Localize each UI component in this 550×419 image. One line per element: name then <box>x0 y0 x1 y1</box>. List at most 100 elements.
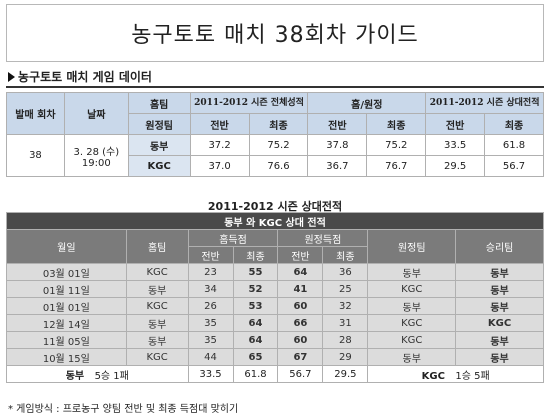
summary-team-a-record: 5승 1패 <box>94 370 129 382</box>
summary-row: 동부 5승 1패 33.5 61.8 56.7 29.5 KGC 1승 5패 <box>6 365 544 383</box>
home-final-cell: 55 <box>232 263 279 281</box>
home-first-cell: 35 <box>187 314 234 332</box>
homeaway-first-cell: 37.8 <box>307 134 368 156</box>
away-first-cell: 67 <box>277 348 324 366</box>
table-row: 11월 05일 동부 35 64 60 28 KGC 동부 <box>6 331 544 349</box>
page-title: 농구토토 매치 38회차 가이드 <box>131 23 419 48</box>
team-cell: 동부 <box>127 134 191 156</box>
away-first-cell: 66 <box>277 314 324 332</box>
triangle-bullet-icon <box>8 72 15 82</box>
date-cell: 01월 01일 <box>6 297 127 315</box>
summary-team-a: 동부 5승 1패 <box>6 365 189 383</box>
header-season-record: 2011-2012 시즌 전체성적 <box>189 92 309 114</box>
homeaway-final-cell: 75.2 <box>366 134 427 156</box>
home-final-cell: 53 <box>232 297 279 315</box>
winner-cell: 동부 <box>455 263 544 281</box>
date-cell: 11월 05일 <box>6 331 127 349</box>
summary-team-b: KGC 1승 5패 <box>367 365 544 383</box>
summary-avg-away-first: 56.7 <box>277 365 324 383</box>
away-team-cell: 동부 <box>367 348 457 366</box>
table-row: 10월 15일 KGC 44 65 67 29 동부 동부 <box>6 348 544 366</box>
away-team-cell: 동부 <box>367 263 457 281</box>
winner-cell: 동부 <box>455 280 544 298</box>
homeaway-first-cell: 36.7 <box>307 155 368 177</box>
summary-team-b-name: KGC <box>421 370 445 382</box>
header-final: 최종 <box>366 113 427 135</box>
home-team-cell: KGC <box>125 297 189 315</box>
season-first-cell: 37.2 <box>189 134 250 156</box>
table-row: 03월 01일 KGC 23 55 64 36 동부 동부 <box>6 263 544 281</box>
header-home-score: 홈득점 <box>187 229 279 247</box>
header-away-score: 원정득점 <box>277 229 369 247</box>
header-h2h-record: 2011-2012 시즌 상대전적 <box>425 92 544 114</box>
away-first-cell: 60 <box>277 331 324 349</box>
winner-cell: 동부 <box>455 297 544 315</box>
home-first-cell: 35 <box>187 331 234 349</box>
header-home-away: 홈/원정 <box>307 92 427 114</box>
home-first-cell: 44 <box>187 348 234 366</box>
winner-cell: KGC <box>455 314 544 332</box>
summary-avg-away-final: 29.5 <box>322 365 369 383</box>
header-first-half: 전반 <box>277 246 324 264</box>
home-final-cell: 64 <box>232 331 279 349</box>
away-team-cell: 동부 <box>367 297 457 315</box>
header-first-half: 전반 <box>187 246 234 264</box>
team-cell: KGC <box>127 155 191 177</box>
away-final-cell: 25 <box>322 280 369 298</box>
season-final-cell: 76.6 <box>248 155 309 177</box>
summary-team-b-record: 1승 5패 <box>455 370 490 382</box>
section-label: 농구토토 매치 게임 데이터 <box>18 70 152 84</box>
away-team-cell: KGC <box>367 280 457 298</box>
header-first-half: 전반 <box>189 113 250 135</box>
homeaway-final-cell: 76.7 <box>366 155 427 177</box>
table-row: 01월 01일 KGC 26 53 60 32 동부 동부 <box>6 297 544 315</box>
away-first-cell: 64 <box>277 263 324 281</box>
summary-avg-home-final: 61.8 <box>232 365 279 383</box>
away-first-cell: 60 <box>277 297 324 315</box>
date-cell: 01월 11일 <box>6 280 127 298</box>
away-final-cell: 28 <box>322 331 369 349</box>
away-team-cell: KGC <box>367 331 457 349</box>
date-cell: 12월 14일 <box>6 314 127 332</box>
season-first-cell: 37.0 <box>189 155 250 177</box>
summary-avg-home-first: 33.5 <box>187 365 234 383</box>
table-row: 01월 11일 동부 34 52 41 25 KGC 동부 <box>6 280 544 298</box>
header-home-team: 홈팀 <box>127 92 191 114</box>
season-final-cell: 75.2 <box>248 134 309 156</box>
header-first-half: 전반 <box>307 113 368 135</box>
home-team-cell: KGC <box>125 263 189 281</box>
away-final-cell: 29 <box>322 348 369 366</box>
home-first-cell: 34 <box>187 280 234 298</box>
date-cell: 03월 01일 <box>6 263 127 281</box>
header-date: 월일 <box>6 229 127 264</box>
away-final-cell: 31 <box>322 314 369 332</box>
header-date: 날짜 <box>63 92 129 135</box>
game-method-note: * 게임방식 : 프로농구 양팀 전반 및 최종 득점대 맞히기 <box>8 404 239 415</box>
home-team-cell: 동부 <box>125 280 189 298</box>
time-value: 19:00 <box>81 157 111 169</box>
h2h-banner: 동부 와 KGC 상대 전적 <box>6 212 544 230</box>
table-row: 12월 14일 동부 35 64 66 31 KGC KGC <box>6 314 544 332</box>
header-first-half: 전반 <box>425 113 486 135</box>
home-final-cell: 52 <box>232 280 279 298</box>
home-final-cell: 65 <box>232 348 279 366</box>
page-title-box: 농구토토 매치 38회차 가이드 <box>6 4 544 62</box>
h2h-subtitle: 2011-2012 시즌 상대전적 <box>207 200 343 213</box>
header-final: 최종 <box>232 246 279 264</box>
home-final-cell: 64 <box>232 314 279 332</box>
header-home-team: 홈팀 <box>125 229 189 264</box>
away-first-cell: 41 <box>277 280 324 298</box>
date-cell: 10월 15일 <box>6 348 127 366</box>
header-round: 발매 회차 <box>6 92 65 135</box>
home-team-cell: KGC <box>125 348 189 366</box>
header-final: 최종 <box>322 246 369 264</box>
header-final: 최종 <box>248 113 309 135</box>
winner-cell: 동부 <box>455 331 544 349</box>
away-team-cell: KGC <box>367 314 457 332</box>
date-value: 3. 28 (수) <box>73 146 120 158</box>
header-away-team: 원정팀 <box>127 113 191 135</box>
h2h-table: 동부 와 KGC 상대 전적 월일 홈팀 홈득점 원정득점 원정팀 승리팀 전반… <box>6 212 544 383</box>
away-final-cell: 36 <box>322 263 369 281</box>
summary-team-a-name: 동부 <box>65 370 85 382</box>
home-team-cell: 동부 <box>125 331 189 349</box>
